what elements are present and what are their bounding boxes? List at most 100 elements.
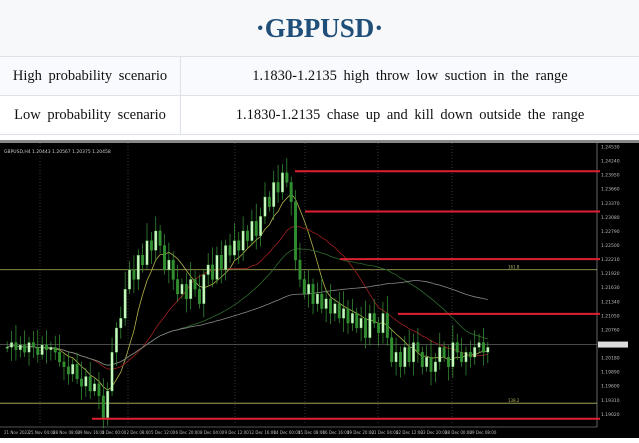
candle <box>438 347 441 362</box>
candle <box>32 343 35 348</box>
candle <box>76 364 79 379</box>
candle <box>307 284 310 294</box>
x-tick-label: 19 Dec 20:00 <box>347 430 374 435</box>
candle <box>268 197 271 207</box>
candle <box>93 384 96 391</box>
symbol-info: GBPUSD,H4 1.20443 1.20567 1.20375 1.2045… <box>4 149 111 155</box>
scenario-text: 1.1830-1.2135 chase up and kill down out… <box>181 96 639 135</box>
x-tick-label: 1 Dec 00:00 <box>102 430 127 435</box>
candle <box>19 345 22 350</box>
x-tick-label: 29 Nov 16:00 <box>78 430 105 435</box>
candle <box>23 345 26 352</box>
y-tick-label: 1.23080 <box>601 215 620 221</box>
x-tick-label: 14 Dec 00:00 <box>274 430 301 435</box>
candle <box>128 270 131 289</box>
candle <box>264 197 267 216</box>
candle <box>6 347 9 348</box>
candle <box>141 255 144 265</box>
candle <box>15 343 18 350</box>
x-tick-label: 16 Dec 16:00 <box>323 430 350 435</box>
candle <box>237 241 240 251</box>
candle <box>150 241 153 251</box>
candle <box>338 304 341 319</box>
candle <box>456 343 459 353</box>
candle <box>272 182 275 206</box>
x-tick-label: 28 Dec 00:00 <box>445 430 472 435</box>
y-tick-label: 1.20180 <box>601 356 620 362</box>
y-tick-label: 1.19020 <box>601 412 620 418</box>
candle <box>281 173 284 192</box>
x-tick-label: 6 Dec 20:00 <box>176 430 201 435</box>
candle <box>399 352 402 367</box>
candle <box>403 347 406 366</box>
candle <box>434 362 437 372</box>
candle <box>347 309 350 324</box>
moving-average-line <box>7 281 488 366</box>
candle <box>10 343 13 348</box>
candle <box>334 304 337 314</box>
candle <box>487 347 490 352</box>
candle <box>303 279 306 294</box>
candle <box>246 231 249 241</box>
candle <box>189 279 192 298</box>
y-tick-label: 1.22210 <box>601 257 620 263</box>
candle <box>71 364 74 374</box>
candle <box>106 391 109 418</box>
x-tick-label: 21 Dec 04:00 <box>372 430 399 435</box>
candle <box>355 313 358 328</box>
candle <box>98 384 101 396</box>
candle <box>242 231 245 250</box>
candle <box>255 221 258 236</box>
x-tick-label: 21 Nov 2022 <box>4 430 30 435</box>
scenario-label: High probability scenario <box>0 57 181 96</box>
candle <box>102 396 105 418</box>
y-tick-label: 1.23370 <box>601 201 620 207</box>
candle <box>45 345 48 350</box>
candle <box>224 245 227 269</box>
candle <box>211 265 214 280</box>
candle <box>364 318 367 337</box>
x-tick-label: 2 Dec 08:00 <box>127 430 152 435</box>
candle <box>181 284 184 294</box>
x-tick-label: 25 Nov 04:00 <box>29 430 56 435</box>
y-tick-label: 1.24240 <box>601 159 620 165</box>
table-row: High probability scenario 1.1830-1.2135 … <box>0 57 639 96</box>
candle <box>286 173 289 183</box>
x-tick-label: 15 Dec 08:00 <box>298 430 325 435</box>
candle <box>28 343 31 353</box>
candle <box>154 231 157 250</box>
candle <box>325 299 328 309</box>
y-tick-label: 1.21050 <box>601 313 620 319</box>
candle <box>172 260 175 279</box>
candle <box>382 313 385 332</box>
candle <box>320 294 323 309</box>
candle <box>460 352 463 362</box>
y-tick-label: 1.22790 <box>601 229 620 235</box>
y-tick-label: 1.22500 <box>601 243 620 249</box>
candle <box>111 352 114 391</box>
moving-average-line <box>7 249 488 365</box>
x-tick-label: 29 Dec 08:00 <box>470 430 497 435</box>
y-tick-label: 1.20760 <box>601 327 620 333</box>
candle <box>185 284 188 299</box>
candle <box>417 343 420 353</box>
candle <box>115 328 118 352</box>
candle <box>377 323 380 333</box>
candle <box>229 245 232 255</box>
x-tick-label: 22 Dec 12:00 <box>396 430 423 435</box>
candle <box>216 255 219 279</box>
candle <box>373 313 376 323</box>
candle <box>203 275 206 304</box>
candle <box>89 376 92 391</box>
candle <box>176 279 179 294</box>
candle <box>478 343 481 348</box>
candle <box>482 343 485 353</box>
candle <box>443 347 446 357</box>
scenario-table: High probability scenario 1.1830-1.2135 … <box>0 57 639 135</box>
y-tick-label: 1.21630 <box>601 285 620 291</box>
candle <box>390 338 393 362</box>
candle <box>465 352 468 362</box>
candle <box>312 284 315 303</box>
scenario-label: Low probability scenario <box>0 96 181 135</box>
candle <box>137 255 140 279</box>
